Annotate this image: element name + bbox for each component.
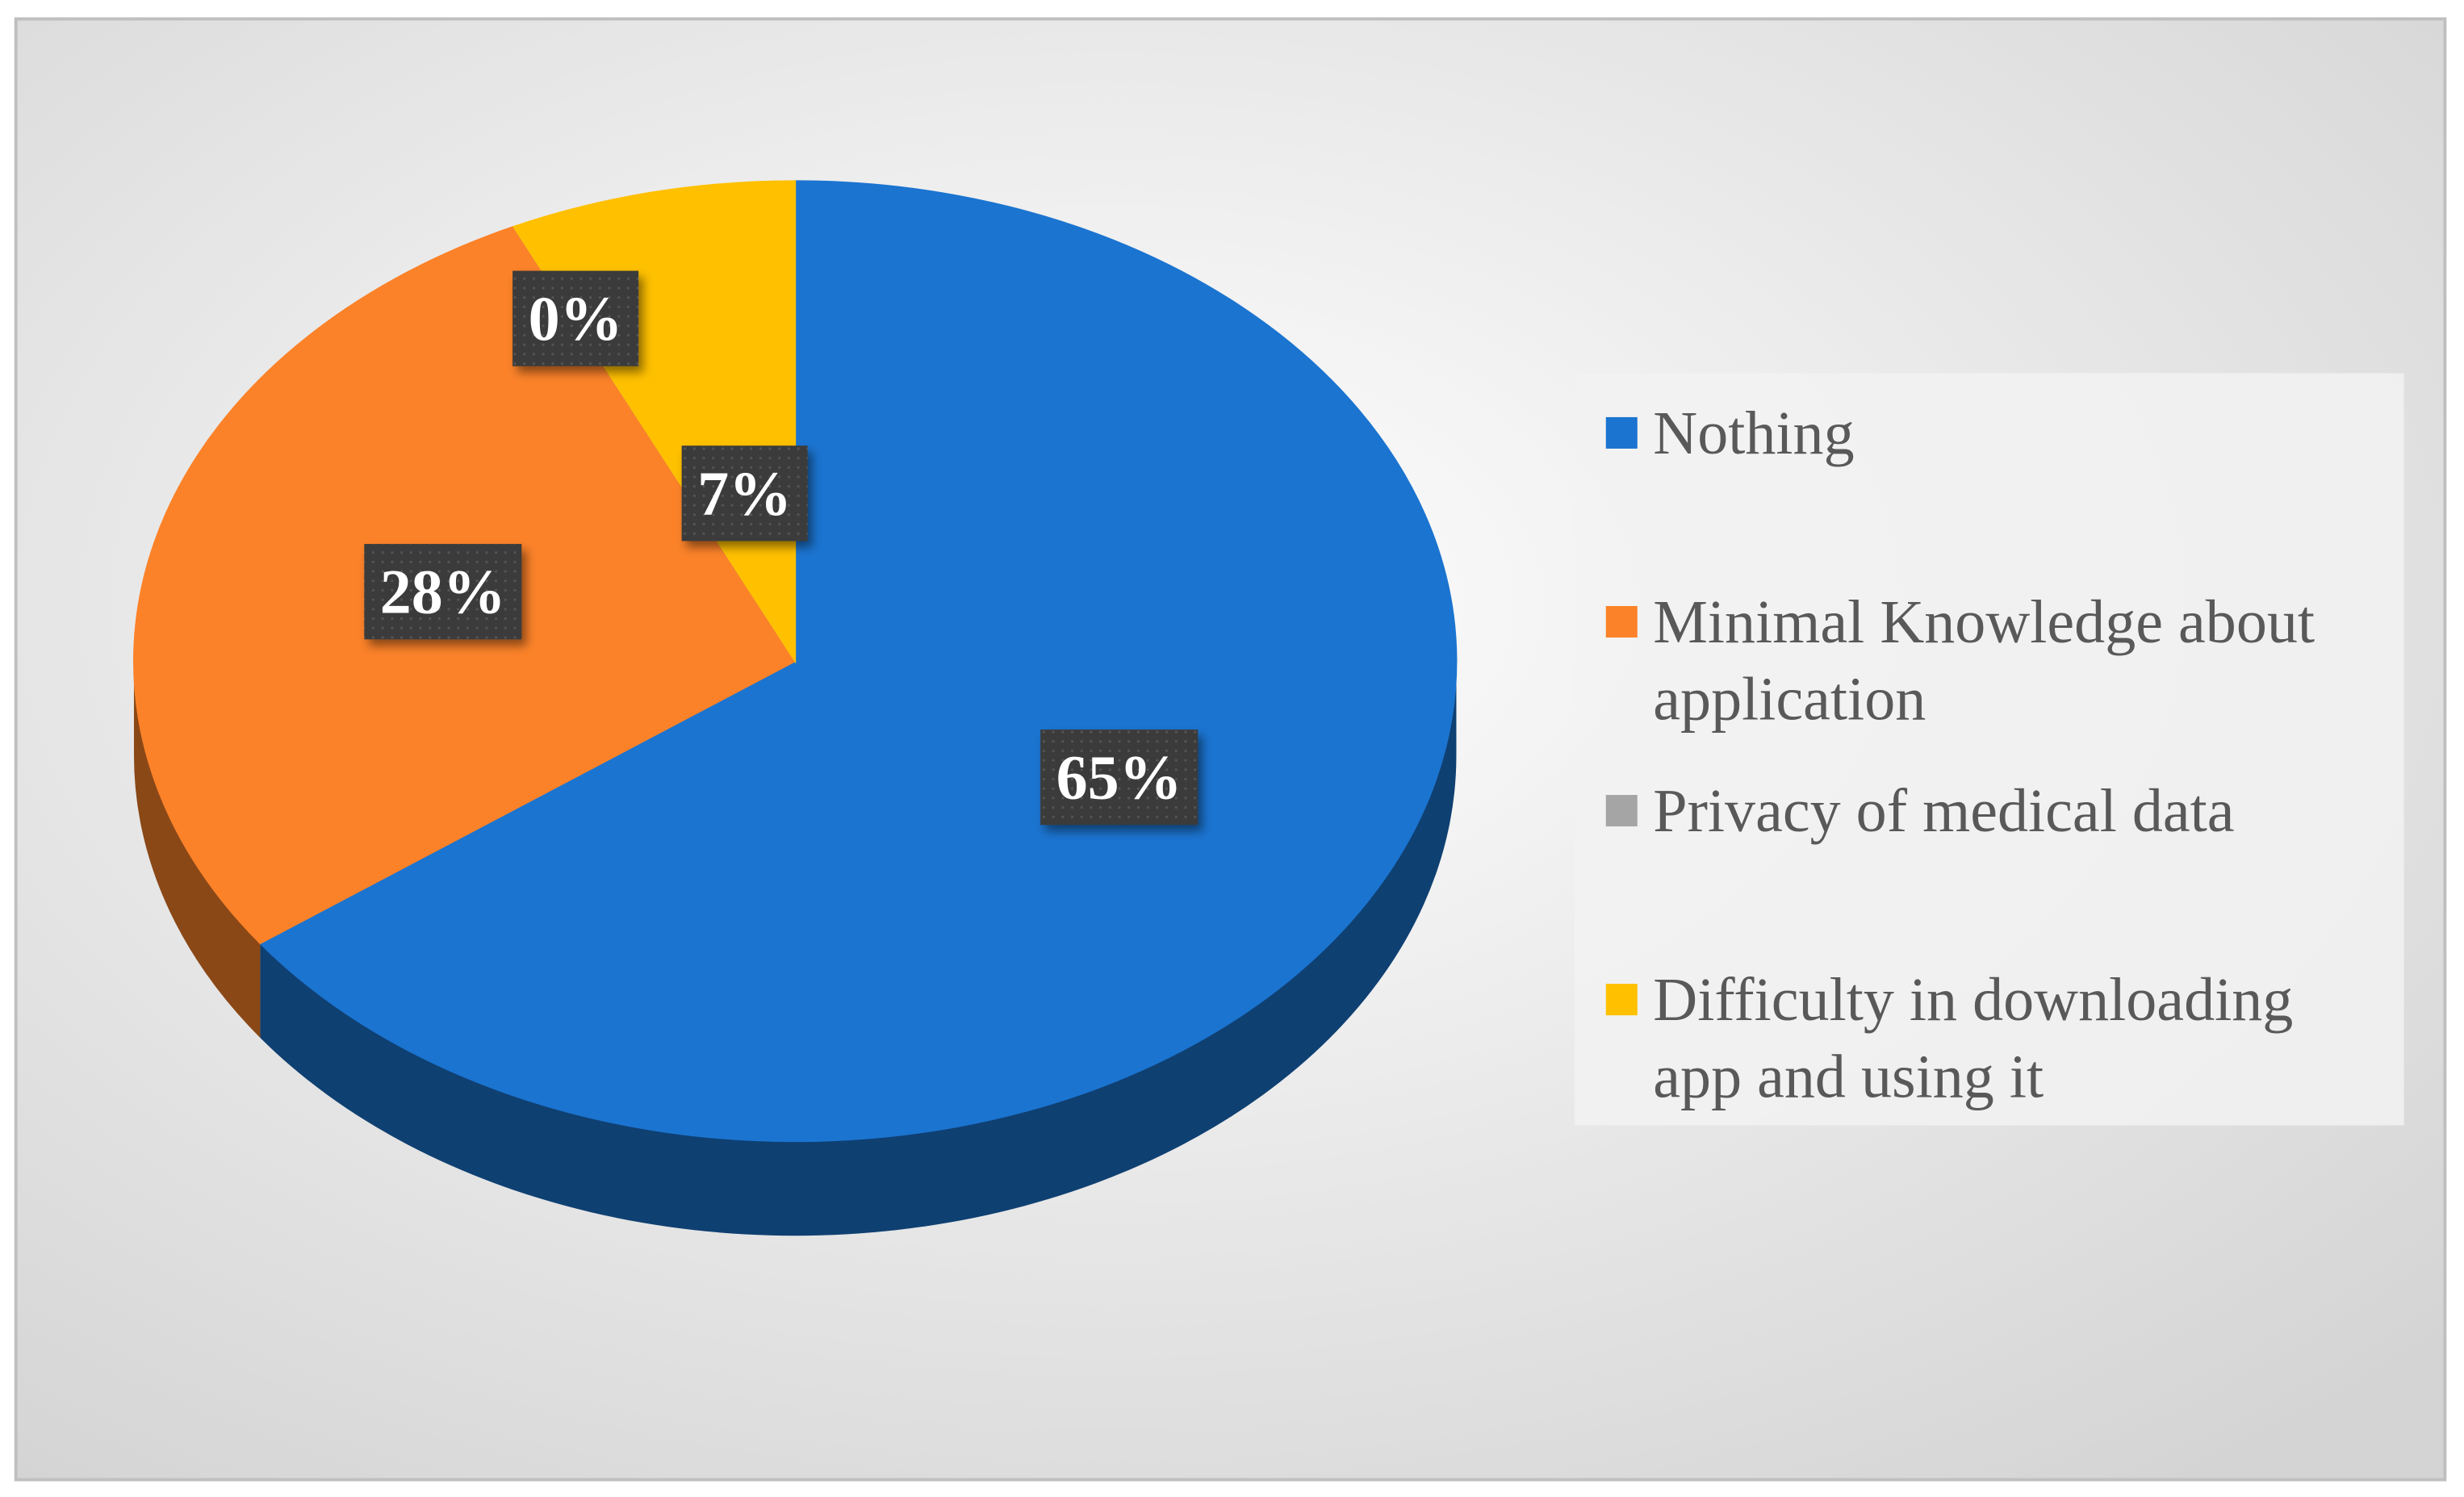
legend-swatch — [1605, 795, 1638, 827]
legend-box: Nothing Minimal Knowledge about applicati… — [1574, 373, 2404, 1126]
data-label: 28% — [380, 557, 506, 627]
data-label-group: 0% — [512, 270, 639, 366]
data-label-group: 28% — [364, 544, 522, 640]
legend-swatch — [1605, 605, 1638, 638]
slice-side — [260, 661, 1457, 1236]
data-label: 65% — [1056, 742, 1182, 813]
legend-label: Nothing — [1653, 399, 1855, 468]
slice-side — [133, 661, 261, 1038]
legend-item: Minimal Knowledge about application — [1605, 584, 2388, 773]
legend: Nothing Minimal Knowledge about applicati… — [1574, 373, 2404, 1126]
legend-label: Minimal Knowledge about application — [1653, 588, 2315, 734]
slice — [258, 180, 1458, 1143]
legend-item: Nothing — [1605, 395, 2388, 584]
legend-label: Privacy of medical data — [1653, 777, 2235, 846]
data-labels: 65% 28% 0% 7% — [364, 270, 1199, 826]
data-label-box — [512, 270, 639, 366]
pie — [133, 180, 1458, 1236]
data-label: 7% — [697, 458, 792, 529]
legend-swatch — [1605, 416, 1638, 449]
legend-label: Difficulty in downloading app and using … — [1653, 966, 2294, 1112]
legend-swatch — [1605, 984, 1638, 1016]
data-label-group: 65% — [1040, 729, 1199, 826]
data-label-group: 7% — [681, 445, 808, 542]
data-label: 0% — [529, 283, 623, 353]
legend-item: Difficulty in downloading app and using … — [1605, 962, 2388, 1126]
data-label-box — [1040, 729, 1199, 826]
data-label-box — [681, 445, 808, 542]
legend-item: Privacy of medical data — [1605, 773, 2388, 962]
data-label-box — [364, 544, 522, 640]
